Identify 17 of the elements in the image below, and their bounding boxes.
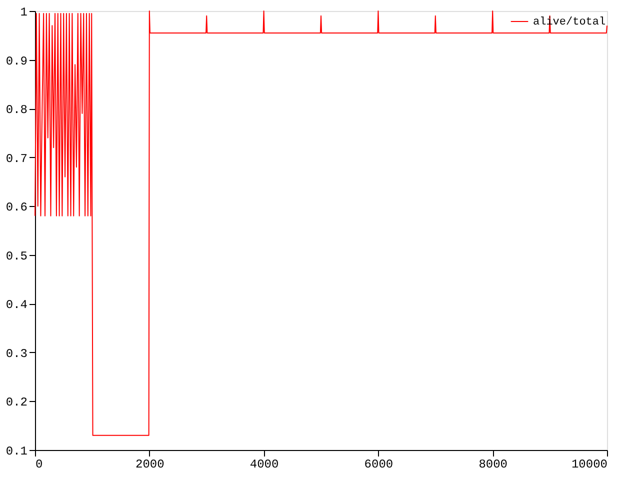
y-tick-label: 0.1 xyxy=(6,444,28,458)
x-tick-label: 10000 xyxy=(571,458,608,472)
y-tick-label: 0.2 xyxy=(6,396,28,410)
y-tick-label: 1 xyxy=(20,6,28,20)
y-tick-label: 0.3 xyxy=(6,346,28,361)
y-tick-label: 0.9 xyxy=(6,54,28,68)
y-tick-label: 0.7 xyxy=(6,152,28,166)
y-tick-label: 0.4 xyxy=(6,298,28,312)
y-tick-label: 0.8 xyxy=(6,103,28,118)
y-tick-label: 0.5 xyxy=(6,249,28,264)
x-tick-label: 6000 xyxy=(364,458,394,472)
x-tick-label: 8000 xyxy=(478,458,508,472)
x-tick-label: 0 xyxy=(36,458,43,472)
x-tick-label: 2000 xyxy=(135,458,164,472)
y-tick-label: 0.6 xyxy=(6,200,28,215)
x-tick-label: 4000 xyxy=(250,458,279,472)
line-series xyxy=(34,10,608,436)
